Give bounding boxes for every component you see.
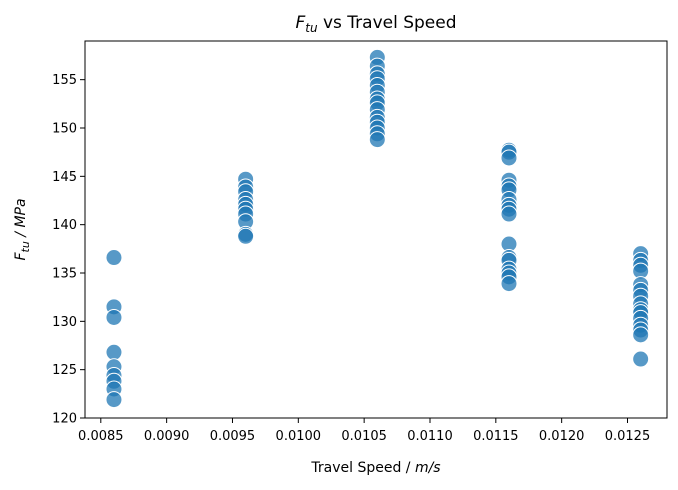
y-tick-label: 145	[52, 170, 77, 185]
x-axis-label: Travel Speed / m/s	[310, 460, 440, 476]
scatter-point	[105, 308, 123, 326]
plot-points	[105, 48, 650, 409]
y-tick-label: 125	[52, 363, 77, 378]
x-axis-label-unit: m/s	[415, 460, 441, 476]
y-axis-label-symbol: F	[13, 252, 29, 261]
x-tick-label: 0.0125	[605, 429, 651, 444]
scatter-point	[500, 275, 518, 293]
y-axis-label-subscript: tu	[19, 241, 32, 252]
x-tick-label: 0.0115	[473, 429, 519, 444]
title-subscript: tu	[305, 21, 318, 35]
y-tick-label: 120	[52, 412, 77, 427]
title-text: vs Travel Speed	[318, 13, 457, 33]
y-tick-label: 130	[52, 315, 77, 330]
scatter-point	[632, 326, 650, 344]
y-tick-label: 155	[52, 73, 77, 88]
scatter-point	[500, 149, 518, 167]
scatter-point	[237, 227, 255, 245]
x-axis-label-text: Travel Speed /	[310, 460, 415, 476]
x-tick-label: 0.0110	[407, 429, 453, 444]
chart-title: Ftu vs Travel Speed	[295, 13, 456, 35]
y-tick-label: 140	[52, 218, 77, 233]
scatter-point	[500, 205, 518, 223]
plot-frame	[84, 40, 668, 419]
y-axis-ticks: 120 125 130 135 140 145 150 155	[52, 73, 85, 427]
scatter-point	[105, 343, 123, 361]
x-tick-label: 0.0100	[276, 429, 322, 444]
x-tick-label: 0.0085	[78, 429, 124, 444]
title-symbol: F	[295, 13, 305, 33]
scatter-point	[632, 350, 650, 368]
x-tick-label: 0.0095	[210, 429, 256, 444]
y-axis-label: Ftu / MPa	[13, 198, 32, 260]
y-tick-label: 150	[52, 122, 77, 137]
scatter-point	[368, 131, 386, 149]
x-tick-label: 0.0120	[539, 429, 585, 444]
y-axis-label-unit: / MPa	[13, 198, 29, 241]
x-axis-ticks: 0.0085 0.0090 0.0095 0.0100 0.0105 0.0110 0.01…	[78, 418, 650, 444]
x-tick-label: 0.0105	[341, 429, 387, 444]
scatter-point	[105, 391, 123, 409]
y-tick-label: 135	[52, 267, 77, 282]
x-tick-label: 0.0090	[144, 429, 190, 444]
scatter-point	[105, 249, 123, 267]
